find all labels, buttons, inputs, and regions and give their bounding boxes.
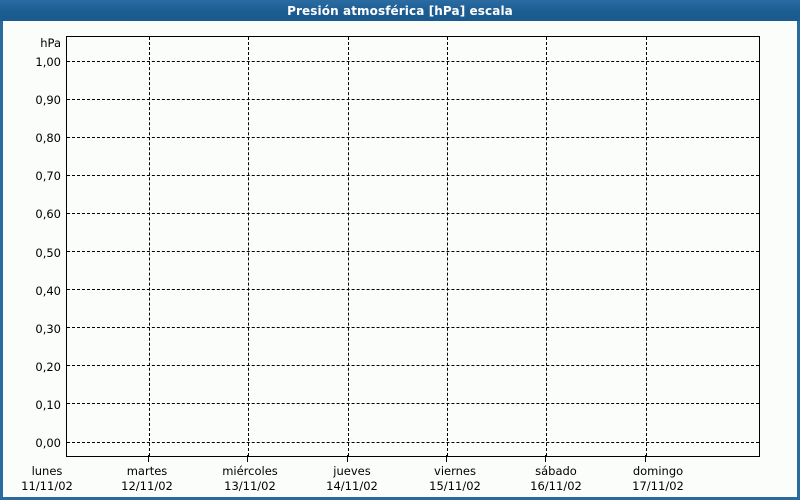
x-label-day: miércoles bbox=[222, 464, 278, 478]
x-tick-label: lunes 11/11/02 bbox=[21, 464, 73, 494]
y-axis-title: hPa bbox=[40, 36, 61, 50]
x-tick bbox=[148, 455, 149, 462]
x-tick-label: domingo 17/11/02 bbox=[632, 464, 684, 494]
gridline-horizontal bbox=[67, 327, 759, 328]
x-axis-ticks bbox=[66, 455, 760, 463]
gridline-horizontal bbox=[67, 289, 759, 290]
y-tick-label: 0,60 bbox=[35, 207, 61, 221]
gridline-vertical bbox=[348, 37, 349, 456]
y-tick-label: 0,70 bbox=[35, 169, 61, 183]
x-tick-label: jueves 14/11/02 bbox=[326, 464, 378, 494]
x-label-day: viernes bbox=[434, 464, 476, 478]
x-label-day: domingo bbox=[632, 464, 684, 478]
y-tick-label: 0,20 bbox=[35, 360, 61, 374]
window-title: Presión atmosférica [hPa] escala bbox=[287, 3, 513, 18]
gridline-horizontal bbox=[67, 61, 759, 62]
x-label-date: 14/11/02 bbox=[326, 479, 378, 493]
gridline-vertical bbox=[546, 37, 547, 456]
x-tick-label: sábado 16/11/02 bbox=[530, 464, 582, 494]
gridline-horizontal bbox=[67, 403, 759, 404]
y-tick-label: 0,10 bbox=[35, 398, 61, 412]
x-tick-label: miércoles 13/11/02 bbox=[222, 464, 278, 494]
gridline-vertical bbox=[248, 37, 249, 456]
plot-area bbox=[66, 36, 760, 457]
x-label-day: sábado bbox=[535, 464, 577, 478]
x-label-date: 13/11/02 bbox=[224, 479, 276, 493]
x-tick bbox=[545, 455, 546, 462]
y-tick-label: 0,90 bbox=[35, 93, 61, 107]
data-series-layer bbox=[67, 37, 761, 458]
y-tick-label: 0,80 bbox=[35, 131, 61, 145]
x-tick bbox=[347, 455, 348, 462]
y-tick-label: 0,40 bbox=[35, 284, 61, 298]
y-tick-label: 0,00 bbox=[35, 436, 61, 450]
gridline-horizontal bbox=[67, 137, 759, 138]
x-tick bbox=[446, 455, 447, 462]
x-label-day: lunes bbox=[31, 464, 63, 478]
x-tick-label: martes 12/11/02 bbox=[121, 464, 173, 494]
x-tick-label: viernes 15/11/02 bbox=[429, 464, 481, 494]
y-tick-label: 1,00 bbox=[35, 55, 61, 69]
gridline-horizontal bbox=[67, 251, 759, 252]
gridline-vertical bbox=[149, 37, 150, 456]
x-label-day: martes bbox=[126, 464, 168, 478]
x-label-date: 17/11/02 bbox=[632, 479, 684, 493]
x-label-date: 16/11/02 bbox=[530, 479, 582, 493]
y-axis-labels: hPa 1,00 0,90 0,80 0,70 0,60 0,50 0,40 0… bbox=[3, 0, 61, 500]
y-tick-label: 0,50 bbox=[35, 246, 61, 260]
x-tick bbox=[247, 455, 248, 462]
gridline-horizontal bbox=[67, 365, 759, 366]
gridline-vertical bbox=[646, 37, 647, 456]
gridline-horizontal bbox=[67, 99, 759, 100]
gridline-horizontal bbox=[67, 175, 759, 176]
gridline-horizontal bbox=[67, 213, 759, 214]
window-title-bar: Presión atmosférica [hPa] escala bbox=[0, 0, 800, 21]
x-axis-labels: lunes 11/11/02 martes 12/11/02 miércoles… bbox=[3, 464, 797, 498]
x-label-date: 12/11/02 bbox=[121, 479, 173, 493]
gridline-horizontal bbox=[67, 442, 759, 443]
x-label-date: 11/11/02 bbox=[21, 479, 73, 493]
gridline-vertical bbox=[447, 37, 448, 456]
x-label-date: 15/11/02 bbox=[429, 479, 481, 493]
x-tick bbox=[645, 455, 646, 462]
y-tick-label: 0,30 bbox=[35, 322, 61, 336]
x-label-day: jueves bbox=[333, 464, 371, 478]
